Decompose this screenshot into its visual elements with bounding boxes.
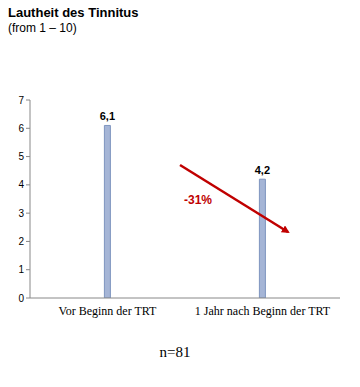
svg-text:Vor Beginn der TRT: Vor Beginn der TRT [59,304,157,318]
svg-text:1: 1 [18,264,24,275]
svg-text:0: 0 [18,293,24,304]
svg-text:4,2: 4,2 [255,164,270,176]
svg-text:1 Jahr nach Beginn der TRT: 1 Jahr nach Beginn der TRT [195,304,331,318]
svg-text:-31%: -31% [184,193,212,207]
svg-text:4: 4 [18,179,24,190]
svg-text:6,1: 6,1 [100,110,115,122]
html-text:Lautheit des Tinnitus: Lautheit des Tinnitus [8,5,139,20]
svg-text:3: 3 [18,208,24,219]
html-text:(from 1 – 10): (from 1 – 10) [8,21,77,35]
svg-text:n=81: n=81 [160,344,191,360]
svg-text:5: 5 [18,151,24,162]
svg-text:7: 7 [18,95,24,106]
svg-text:6: 6 [18,123,24,134]
svg-text:2: 2 [18,236,24,247]
